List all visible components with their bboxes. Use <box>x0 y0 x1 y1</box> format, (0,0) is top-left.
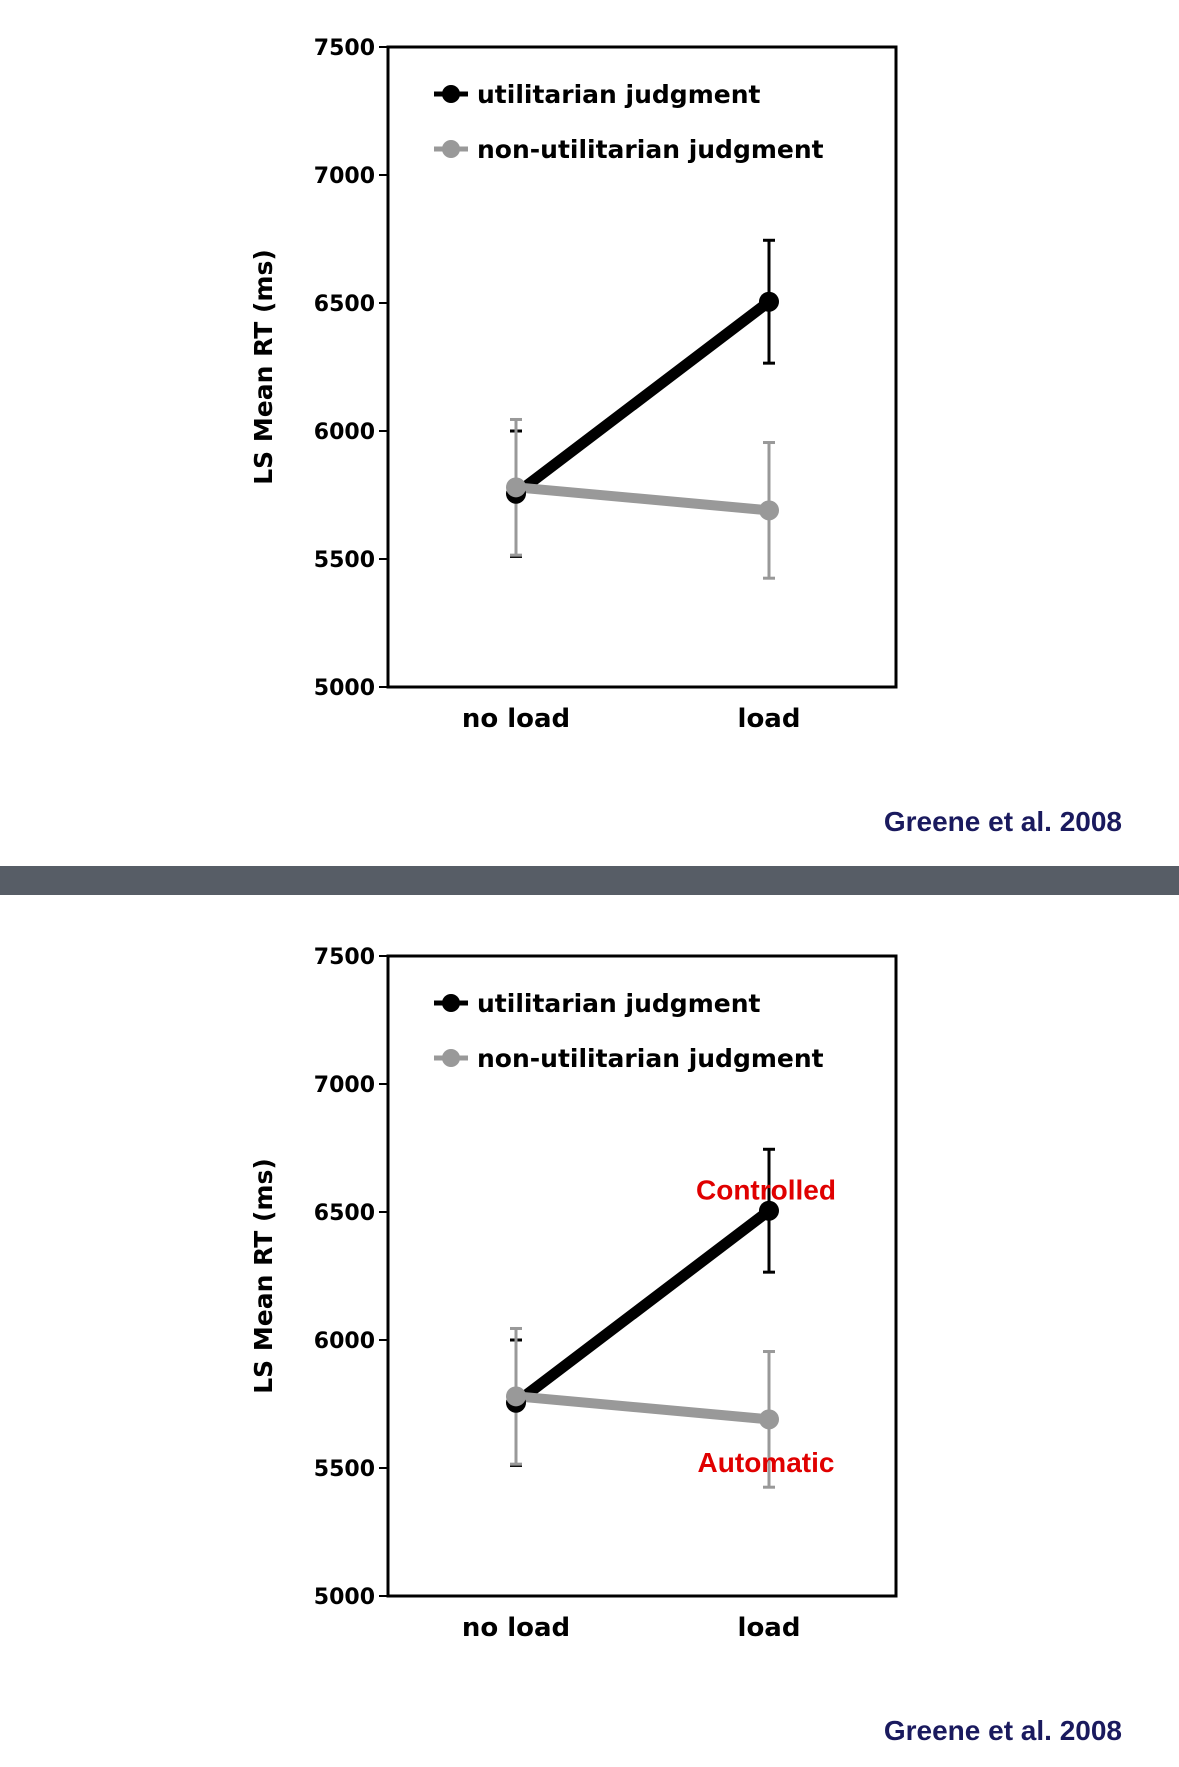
chart-panel-bottom: 5000 5500 6000 6500 7000 7500 no load load LS Me… <box>0 909 1179 1767</box>
y-tick-label: 5500 <box>314 1457 375 1482</box>
y-tick-label: 7500 <box>314 945 375 970</box>
x-tick-label: no load <box>462 704 570 734</box>
y-axis-label: LS Mean RT (ms) <box>249 249 278 485</box>
y-axis-label: LS Mean RT (ms) <box>249 1158 278 1394</box>
legend-marker <box>442 1049 460 1067</box>
x-tick-label: load <box>738 704 801 734</box>
y-tick-label: 6000 <box>314 1329 375 1354</box>
y-tick-label: 6000 <box>314 420 375 445</box>
annotation-label: Controlled <box>696 1174 836 1205</box>
legend-marker <box>442 85 460 103</box>
y-tick-label: 6500 <box>314 292 375 317</box>
data-point <box>759 1200 779 1221</box>
data-point <box>759 500 779 521</box>
x-tick-label: load <box>738 1613 801 1643</box>
data-point <box>759 1409 779 1430</box>
citation: Greene et al. 2008 <box>883 806 1122 837</box>
plot-frame <box>386 954 898 1598</box>
y-tick-label: 7000 <box>314 164 375 189</box>
legend-label: utilitarian judgment <box>477 80 761 109</box>
annotation-label: Automatic <box>698 1447 835 1478</box>
series-line <box>511 1391 774 1425</box>
line-chart-top: 5000 5500 6000 6500 7000 7500 no load load LS Me… <box>249 36 898 734</box>
legend-label: non-utilitarian judgment <box>477 135 824 164</box>
chart-panel-top: 5000 5500 6000 6500 7000 7500 no load load LS Me… <box>0 0 1179 858</box>
y-tick-label: 7500 <box>314 36 375 61</box>
series-line <box>511 482 774 516</box>
citation: Greene et al. 2008 <box>883 1715 1122 1746</box>
y-tick-label: 5000 <box>314 676 375 701</box>
y-tick-label: 5000 <box>314 1585 375 1610</box>
y-tick-label: 7000 <box>314 1073 375 1098</box>
y-tick-label: 6500 <box>314 1201 375 1226</box>
legend-marker <box>442 994 460 1012</box>
legend-marker <box>442 140 460 158</box>
legend-label: non-utilitarian judgment <box>477 1044 824 1073</box>
x-tick-label: no load <box>462 1613 570 1643</box>
y-tick-label: 5500 <box>314 548 375 573</box>
data-point <box>506 1386 526 1407</box>
series-line <box>510 1205 775 1409</box>
data-point <box>506 477 526 498</box>
data-point <box>759 291 779 312</box>
line-chart-bottom: 5000 5500 6000 6500 7000 7500 no load load LS Me… <box>249 945 898 1643</box>
slide-divider <box>0 866 1179 895</box>
series-line <box>510 296 775 500</box>
plot-frame <box>386 45 898 689</box>
legend-label: utilitarian judgment <box>477 989 761 1018</box>
